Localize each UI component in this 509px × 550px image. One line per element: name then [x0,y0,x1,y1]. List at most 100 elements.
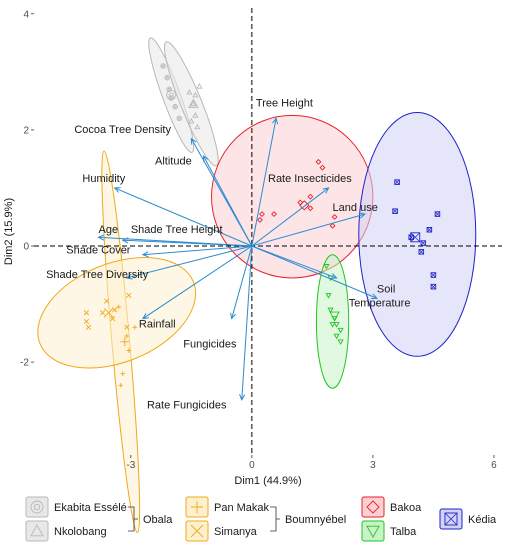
point-pan-makak-2 [124,333,130,339]
point-bakoa-7 [331,214,338,220]
point-bakoa-5 [259,211,265,218]
arrow-humidity [113,187,253,247]
point-simanya-8 [126,292,132,298]
legend-key-kedia [444,512,458,526]
arrow-rate-insecticides [251,187,330,247]
point-ekabita-essele-4 [164,74,170,81]
point-simanya-1 [83,310,90,316]
y-tick-label-4: 4 [23,9,29,20]
label-rate-fungicides: Rate Fungicides [147,400,227,412]
x-axis-title: Dim1 (44.9%) [234,475,301,487]
label-temperature: Temperature [349,297,411,309]
point-nkolobang-6 [196,83,203,89]
point-kedia-4 [426,227,433,233]
point-talba-10 [329,322,336,328]
point-talba-8 [333,333,340,340]
ellipse-bakoa [211,114,374,279]
ellipse-simanya [37,257,197,369]
point-pan-makak-1 [116,304,122,310]
legend-label-simanya: Simanya [214,526,258,538]
mean-simanya [103,307,114,318]
label-land-use: Land use [333,202,378,214]
point-talba-7 [337,327,344,334]
label-cocoa-tree-density: Cocoa Tree Density [74,124,171,136]
label-shade-tree-diversity: Shade Tree Diversity [46,269,149,281]
point-simanya-3 [85,324,92,330]
point-kedia-5 [420,240,427,246]
point-simanya-4 [104,298,110,304]
legend-key-talba [366,525,380,538]
point-pan-makak-6 [132,324,138,330]
point-bakoa-3 [307,193,314,200]
arrow-fungicides [230,245,253,320]
point-bakoa-10 [271,211,277,218]
point-kedia-8 [430,283,437,290]
point-nkolobang-3 [192,91,199,98]
point-pan-makak-5 [118,383,124,388]
axes: -3 0 3 6 -2 0 2 4 Dim1 (44.9%) Dim2 (15.9%) [3,9,497,487]
point-talba-1 [323,264,330,270]
point-nkolobang-5 [194,123,201,130]
label-rate-insecticides: Rate Insecticides [268,173,352,185]
legend-key-simanya [190,524,204,538]
y-tick-label-2: 2 [23,125,29,136]
point-bakoa-2 [319,164,326,171]
point-talba-6 [333,322,340,328]
point-bakoa-1 [315,158,322,165]
confidence-ellipses [37,37,477,534]
point-kedia-3 [392,208,398,214]
label-shade-cover: Shade Cover [66,245,131,257]
legend-group-boumnyebel: Boumnyébel [270,506,346,532]
legend-label-talba: Talba [390,526,417,538]
arrow-soil [251,245,378,300]
point-pan-makak-3 [126,348,132,353]
point-bakoa-8 [329,222,336,229]
arrow-land-use [251,212,366,247]
point-kedia-9 [408,234,414,241]
point-simanya-6 [110,315,116,322]
label-shade-tree-height: Shade Tree Height [131,224,223,236]
legend-entry-pan-makak: Pan Makak [185,496,270,518]
reference-lines [34,8,502,455]
label-humidity: Humidity [82,173,125,185]
legend-label-ekabita-essele: Ekabita Essélé [54,502,127,514]
legend-label-pan-makak: Pan Makak [214,502,270,514]
legend-key-nkolobang [30,524,44,537]
legend: Ekabita Essélé Nkolobang Pan Makak Simanya B… [25,496,497,542]
label-soil: Soil [377,283,395,295]
point-nkolobang-4 [192,112,199,118]
x-tick-label-0: 0 [249,460,255,471]
point-kedia-2 [434,211,441,217]
y-axis-title: Dim2 (15.9%) [3,198,15,265]
arrow-altitude [202,155,253,247]
point-bakoa-6 [256,216,263,223]
label-age: Age [99,224,119,236]
legend-key-ekabita-essele [30,500,44,514]
arrow-temperature [251,245,338,279]
legend-key-pan-makak [191,501,203,513]
group-means [103,90,421,347]
legend-entry-bakoa: Bakoa [361,496,422,518]
legend-entry-ekabita-essele: Ekabita Essélé [25,496,127,518]
arrow-tree-height [251,117,279,247]
label-rainfall: Rainfall [139,318,176,330]
mean-talba [329,311,340,322]
label-fungicides: Fungicides [183,339,237,351]
point-kedia-7 [430,272,437,278]
point-ekabita-essele-1 [160,63,166,69]
x-tick-label-6: 6 [491,460,497,471]
legend-entry-nkolobang: Nkolobang [25,520,107,542]
point-simanya-2 [83,318,90,325]
label-tree-height: Tree Height [256,98,313,110]
y-tick-label-0: 0 [23,242,29,253]
mean-nkolobang [188,98,199,108]
arrow-rainfall [141,245,253,320]
point-ekabita-essele-2 [166,86,172,93]
legend-group-obala: Obala [128,506,173,532]
point-simanya-7 [124,324,130,330]
point-simanya-9 [99,310,106,316]
y-tick-label--2: -2 [20,358,29,369]
arrow-shade-tree-diversity [125,245,252,280]
